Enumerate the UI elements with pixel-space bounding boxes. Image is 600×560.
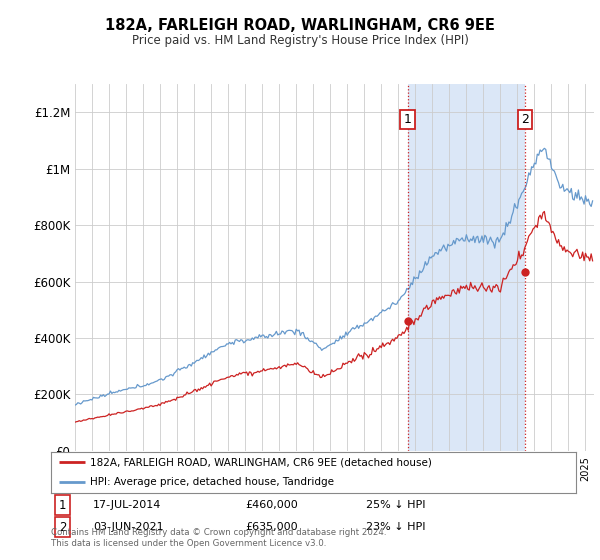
Text: 182A, FARLEIGH ROAD, WARLINGHAM, CR6 9EE (detached house): 182A, FARLEIGH ROAD, WARLINGHAM, CR6 9EE… bbox=[91, 457, 432, 467]
Text: 1: 1 bbox=[404, 113, 412, 126]
Text: 17-JUL-2014: 17-JUL-2014 bbox=[93, 500, 161, 510]
Text: 182A, FARLEIGH ROAD, WARLINGHAM, CR6 9EE: 182A, FARLEIGH ROAD, WARLINGHAM, CR6 9EE bbox=[105, 18, 495, 33]
Text: 23% ↓ HPI: 23% ↓ HPI bbox=[366, 522, 425, 532]
Text: Price paid vs. HM Land Registry's House Price Index (HPI): Price paid vs. HM Land Registry's House … bbox=[131, 34, 469, 46]
Text: 25% ↓ HPI: 25% ↓ HPI bbox=[366, 500, 425, 510]
Text: 03-JUN-2021: 03-JUN-2021 bbox=[93, 522, 164, 532]
Text: 2: 2 bbox=[59, 521, 67, 534]
Text: Contains HM Land Registry data © Crown copyright and database right 2024.
This d: Contains HM Land Registry data © Crown c… bbox=[51, 528, 386, 548]
Text: 2: 2 bbox=[521, 113, 529, 126]
Text: £635,000: £635,000 bbox=[245, 522, 298, 532]
Bar bbox=[407, 84, 524, 451]
Text: HPI: Average price, detached house, Tandridge: HPI: Average price, detached house, Tand… bbox=[91, 477, 334, 487]
Text: £460,000: £460,000 bbox=[245, 500, 298, 510]
Text: 1: 1 bbox=[59, 499, 67, 512]
